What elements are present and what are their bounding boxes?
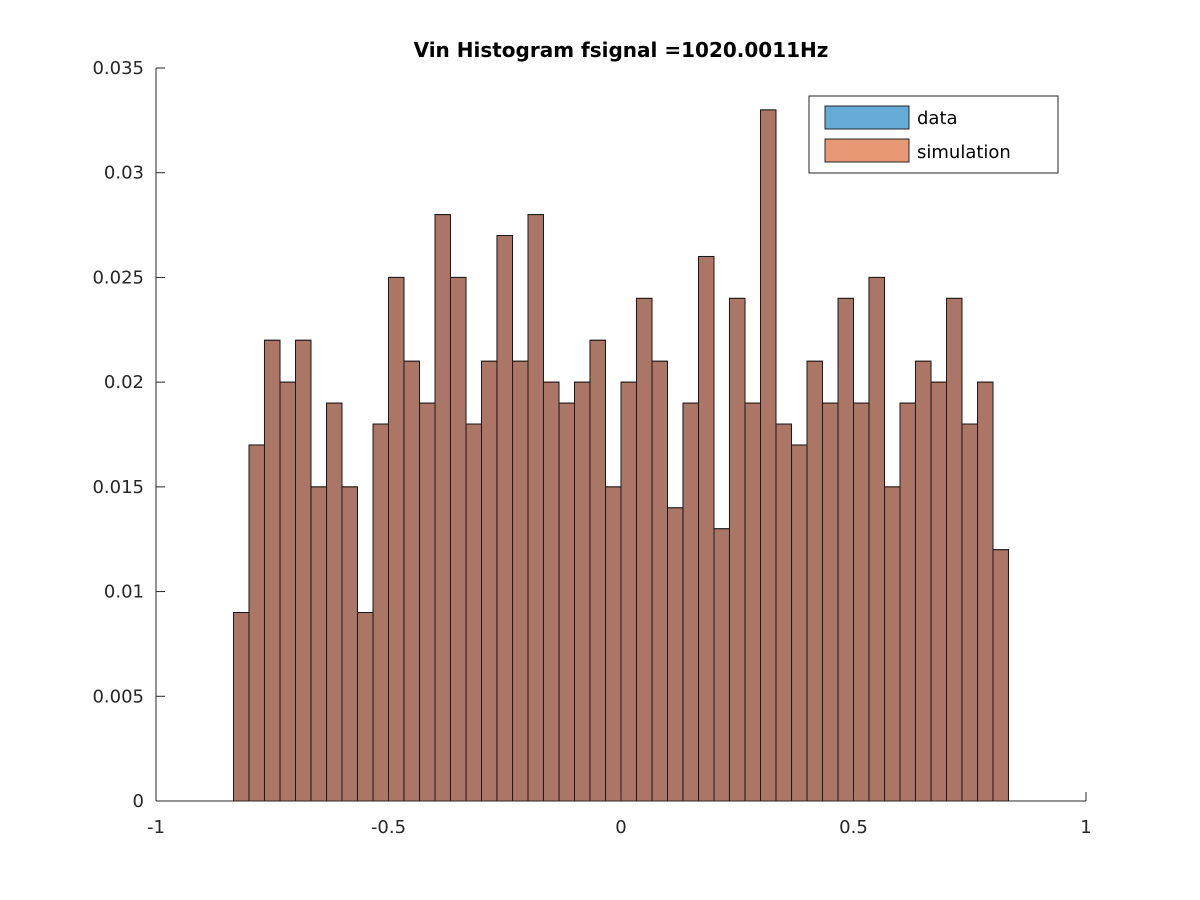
x-tick-label-4: 1 [1080, 817, 1091, 838]
bar-simulation-19 [527, 214, 544, 802]
bar-simulation-39 [837, 297, 855, 802]
bar-simulation-41 [868, 276, 886, 802]
legend-label-data: data [917, 108, 958, 129]
bar-simulation-36 [791, 444, 808, 802]
bar-simulation-28 [667, 507, 684, 802]
bar-simulation-32 [728, 297, 746, 802]
bar-simulation-49 [992, 549, 1009, 802]
bar-simulation-30 [698, 255, 715, 802]
bar-simulation-17 [496, 235, 514, 802]
legend: data simulation [808, 95, 1059, 174]
legend-label-simulation: simulation [917, 142, 1011, 163]
bar-simulation-31 [713, 528, 730, 802]
bar-simulation-0 [233, 612, 250, 802]
y-tick-label-7: 0.035 [92, 58, 144, 79]
bar-simulation-29 [682, 402, 700, 802]
bar-simulation-26 [635, 297, 653, 802]
bar-simulation-16 [481, 360, 498, 802]
bar-simulation-37 [806, 360, 823, 802]
y-tick-label-5: 0.025 [92, 267, 144, 288]
bar-simulation-22 [574, 381, 591, 802]
y-tick-label-6: 0.03 [104, 163, 144, 184]
bar-simulation-13 [434, 214, 451, 802]
bar-simulation-14 [449, 276, 467, 802]
bar-simulation-5 [310, 486, 328, 802]
bar-simulation-2 [263, 339, 281, 802]
bar-simulation-27 [651, 360, 669, 802]
bar-simulation-35 [775, 423, 793, 802]
y-tick-label-3: 0.015 [92, 477, 144, 498]
chart-title: Vin Histogram fsignal =1020.0011Hz [414, 38, 829, 62]
bar-simulation-8 [356, 612, 374, 802]
y-tick-label-2: 0.01 [104, 582, 144, 603]
y-tick-label-1: 0.005 [92, 686, 144, 707]
bar-simulation-7 [341, 486, 358, 802]
bar-simulation-18 [512, 360, 529, 802]
bar-simulation-33 [744, 402, 762, 802]
bar-simulation-42 [884, 486, 901, 802]
ticks-layer: -1 -0.5 0 0.5 1 0 0.005 0.01 0.015 0.02 0.025 0.03 0… [92, 58, 1091, 838]
bar-simulation-12 [419, 402, 436, 802]
bar-simulation-24 [605, 486, 622, 802]
bar-simulation-48 [977, 381, 994, 802]
bar-simulation-3 [279, 381, 296, 802]
bar-simulation-4 [295, 339, 312, 802]
y-tick-label-0: 0 [133, 791, 144, 812]
bar-simulation-1 [248, 444, 265, 802]
bar-simulation-25 [620, 381, 637, 802]
bar-simulation-45 [930, 381, 948, 802]
y-tick-label-4: 0.02 [104, 372, 144, 393]
x-tick-label-2: 0 [615, 817, 626, 838]
bar-simulation-44 [914, 360, 932, 802]
bar-simulation-10 [388, 276, 405, 802]
bar-simulation-34 [760, 109, 777, 802]
bar-simulation-38 [821, 402, 839, 802]
bar-simulation-46 [946, 297, 963, 802]
bar-simulation-9 [372, 423, 389, 802]
legend-swatch-data [824, 105, 910, 130]
bar-simulation-47 [961, 423, 979, 802]
bar-simulation-6 [326, 402, 343, 802]
bar-simulation-15 [465, 423, 482, 802]
x-tick-label-1: -0.5 [371, 817, 406, 838]
x-tick-label-3: 0.5 [839, 817, 868, 838]
legend-swatch-simulation [824, 138, 910, 163]
bar-simulation-40 [853, 402, 870, 802]
bar-simulation-21 [558, 402, 576, 802]
bar-simulation-43 [899, 402, 916, 802]
bar-simulation-11 [403, 360, 421, 802]
bar-simulation-23 [589, 339, 607, 802]
bar-simulation-20 [542, 381, 560, 802]
x-tick-label-0: -1 [147, 817, 165, 838]
